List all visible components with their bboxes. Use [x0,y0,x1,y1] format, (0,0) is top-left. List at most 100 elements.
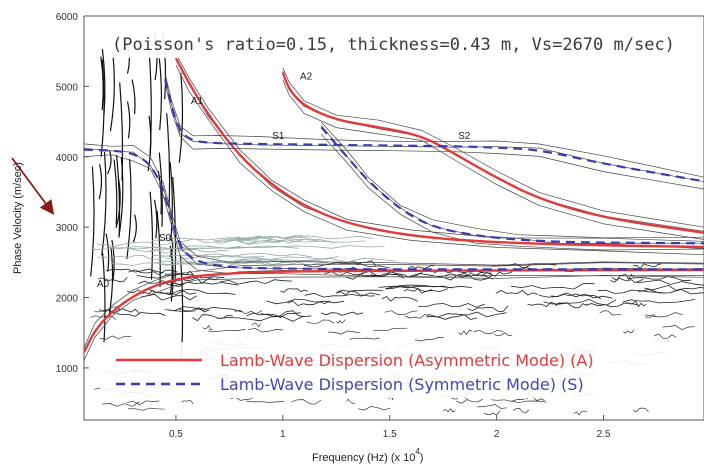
contour-line [653,333,677,339]
contour-ridge [321,134,704,251]
curve-label-s1: S1 [272,131,285,142]
contour-line [213,238,366,244]
contour-ridge [175,64,704,256]
contour-line [140,293,198,301]
contour-line [414,337,444,342]
contour-streak [118,157,124,238]
y-axis-ticks: 1000 2000 3000 4000 5000 6000 [56,12,89,375]
dispersion-curves [84,57,704,353]
y-axis-label: Phase Velocity (m/sec) [12,162,24,274]
x-axis-label-base: Frequency (Hz) (x 10 [312,452,415,464]
contour-streak [131,79,136,115]
contour-line [215,239,282,245]
contour-line [491,399,525,402]
contour-line [599,310,621,316]
contour-line [628,276,692,282]
contour-streak [108,247,114,318]
contour-line [147,249,229,254]
contour-line [625,300,647,308]
contour-ridge [84,154,704,278]
contour-streak [156,210,161,288]
contour-line [101,401,140,407]
contour-line [543,298,617,306]
contour-line [106,268,164,274]
contour-line [610,277,644,284]
contour-streak [100,56,104,110]
contour-line [287,300,331,307]
contour-line [621,299,696,304]
contour-line [513,408,530,414]
contour-line [280,288,308,293]
contour-line [477,404,507,409]
contour-streak [158,58,162,130]
contour-line [237,235,303,240]
contour-line [645,312,683,318]
contour-streak [90,166,95,277]
contour-line [633,263,662,270]
curve-a1 [174,57,704,249]
y-tick-label: 6000 [56,12,79,23]
contour-line [458,329,473,336]
contour-line [304,292,381,298]
contour-line [97,255,174,260]
contour-line [467,305,509,312]
contour-line [246,400,285,403]
contour-streak [149,191,154,280]
contour-line [444,274,493,281]
contour-line [495,289,539,296]
y-tick-label: 5000 [56,82,79,93]
contour-line [128,269,178,276]
contour-line [458,271,484,277]
contour-line [346,398,356,404]
contour-streak [115,179,121,228]
contour-line [335,290,375,297]
contour-streak [111,239,115,282]
contour-line [141,288,197,296]
contour-ridge [84,275,704,361]
contour-line [456,398,483,404]
contour-line [633,407,649,413]
contour-line [164,306,243,313]
contour-ridge [321,121,704,239]
contour-line [427,311,507,318]
contour-line [551,293,601,299]
contour-line [372,327,408,332]
contour-line [234,309,263,315]
contour-line [163,259,298,264]
curve-labels: A0 A1 A2 S0 S1 S2 [97,71,471,290]
contour-line [357,406,391,411]
x-axis-label-text: Frequency (Hz) (x 104) [312,447,423,464]
contour-streak [113,159,118,225]
contour-line [638,288,704,295]
contour-line [443,408,456,413]
contour-ridge [84,143,704,266]
x-tick-label: 0.5 [169,429,183,440]
contour-line [116,312,166,317]
contour-line [320,311,364,316]
contour-line [385,285,472,290]
contour-line [165,256,339,260]
x-axis-ticks: 0.5 1 1.5 2 2.5 [169,415,611,440]
contour-line [384,310,418,316]
contour-line [538,292,613,299]
contour-line [662,325,695,330]
contour-ridge [282,67,704,228]
contour-line [247,327,284,333]
contour-line [408,265,435,269]
contour-line [637,279,704,286]
contour-line [227,235,374,240]
contour-line [168,307,210,313]
contour-line [126,400,160,406]
contour-line [96,241,186,247]
contour-line [473,329,504,334]
contour-line [493,332,513,337]
contour-line [405,313,431,319]
contour-streak [105,233,110,272]
curve-label-a0: A0 [97,279,110,290]
contour-ridge [164,74,704,178]
x-tick-label: 2.5 [597,429,611,440]
contour-streak [126,101,131,139]
contour-line [192,314,233,322]
contour-line [164,237,306,241]
contour-line [266,298,345,305]
